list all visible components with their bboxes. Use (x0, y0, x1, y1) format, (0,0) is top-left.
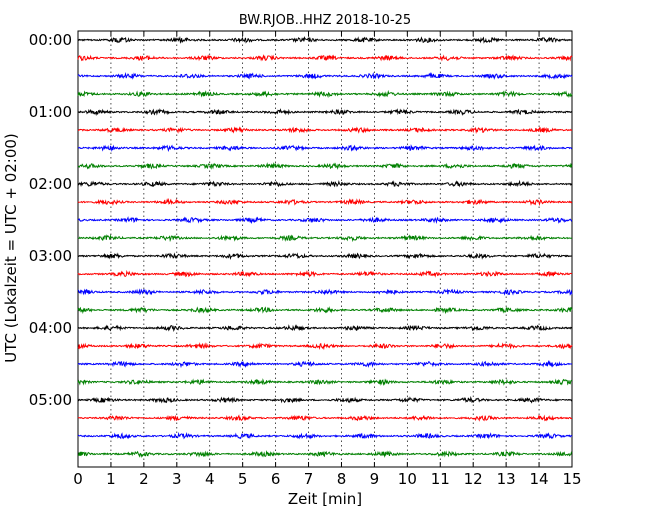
y-tick-label: 01:00 (29, 103, 72, 121)
trace-20 (77, 378, 573, 387)
plot-frame (77, 30, 573, 468)
x-tick-label: 3 (172, 470, 182, 488)
y-tick-label: 05:00 (29, 391, 72, 409)
chart-title: BW.RJOB..HHZ 2018-10-25 (239, 13, 411, 28)
trace-12 (77, 233, 573, 243)
x-tick-label: 4 (205, 470, 215, 488)
trace-19 (77, 360, 573, 369)
trace-6 (77, 126, 573, 134)
x-tick-label: 8 (337, 470, 347, 488)
trace-11 (77, 216, 573, 225)
trace-23 (77, 431, 573, 440)
x-tick-label: 5 (238, 470, 248, 488)
x-tick-label: 12 (464, 470, 483, 488)
trace-16 (77, 306, 573, 315)
trace-7 (77, 144, 573, 153)
x-tick-label: 2 (139, 470, 149, 488)
x-tick-label: 0 (73, 470, 83, 488)
y-axis-label: UTC (Lokalzeit = UTC + 02:00) (2, 133, 20, 363)
x-tick-label: 7 (304, 470, 314, 488)
x-axis-ticks: 0 1 2 3 4 5 6 7 8 9 10 11 12 13 14 15 (73, 31, 582, 488)
trace-15 (77, 288, 573, 296)
trace-18 (77, 342, 573, 351)
x-axis-label: Zeit [min] (288, 490, 362, 508)
x-tick-label: 1 (106, 470, 116, 488)
x-tick-label: 10 (398, 470, 417, 488)
y-tick-label: 03:00 (29, 247, 72, 265)
trace-5 (77, 108, 573, 117)
trace-14 (77, 269, 573, 278)
x-tick-label: 14 (530, 470, 549, 488)
trace-13 (77, 252, 573, 260)
x-tick-label: 6 (271, 470, 281, 488)
x-tick-label: 9 (370, 470, 380, 488)
y-axis-ticks: 00:00 01:00 02:00 03:00 04:00 05:00 (29, 31, 572, 409)
trace-24 (77, 450, 573, 458)
x-tick-label: 11 (431, 470, 450, 488)
x-tick-label: 15 (562, 470, 581, 488)
trace-17 (77, 324, 573, 332)
grid-lines (110, 31, 540, 467)
trace-8 (77, 162, 573, 170)
trace-21 (77, 395, 573, 404)
trace-group (77, 35, 573, 458)
y-tick-label: 00:00 (29, 31, 72, 49)
trace-4 (77, 89, 573, 99)
trace-9 (77, 179, 573, 188)
y-tick-label: 04:00 (29, 319, 72, 337)
x-tick-label: 13 (497, 470, 516, 488)
trace-10 (77, 197, 573, 207)
trace-1 (77, 35, 573, 44)
trace-2 (77, 54, 573, 62)
trace-3 (77, 71, 573, 80)
trace-22 (77, 414, 573, 422)
y-tick-label: 02:00 (29, 175, 72, 193)
